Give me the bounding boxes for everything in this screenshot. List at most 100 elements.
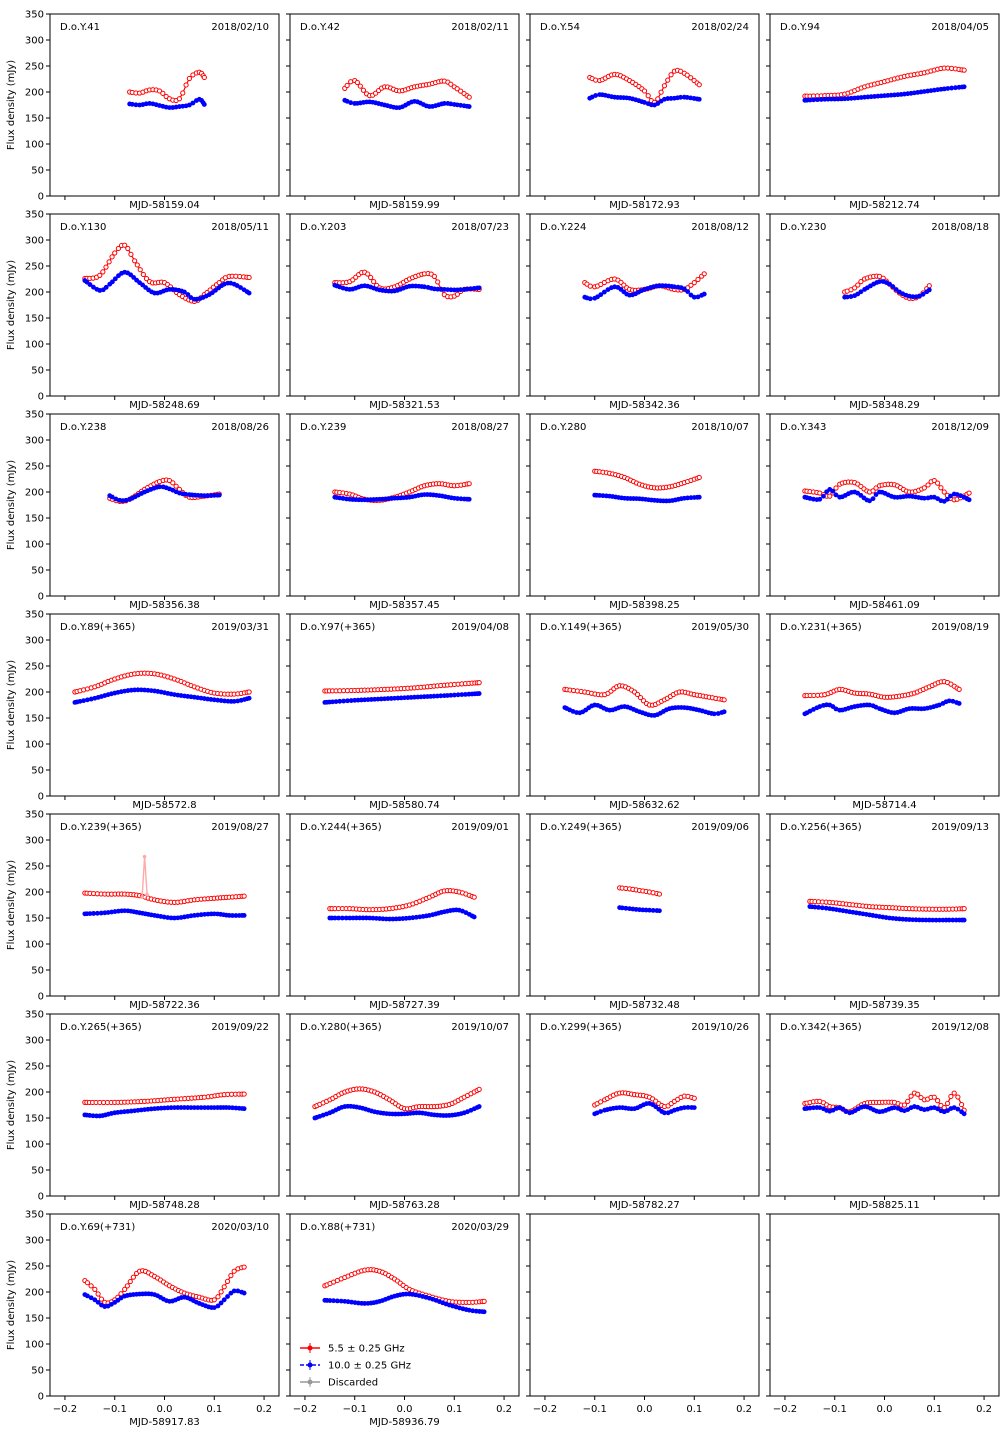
point-low [95,1291,101,1297]
x-axis-label: MJD-58722.36 [129,1000,200,1011]
point-high [191,1105,197,1110]
point-low [122,1286,128,1293]
panel-date-label: 2018/07/23 [451,222,509,233]
point-high [211,1105,217,1110]
point-low [371,279,377,285]
point-high [348,698,354,703]
point-low [870,488,876,494]
point-low [365,271,371,277]
point-high [357,915,363,921]
y-axis-label: Flux density (mJy) [6,260,17,350]
y-tick-label: 250 [25,62,44,73]
y-tick-label: 200 [25,488,44,499]
y-axis-label: Flux density (mJy) [6,1060,17,1150]
panel-2: MJD-58159.99 D.o.Y.42 2018/02/11 [286,13,520,211]
point-high [113,496,119,502]
point-low [641,88,648,94]
point-low [183,82,189,88]
point-low [228,1273,234,1279]
point-low [931,1094,937,1100]
point-low [961,67,967,73]
x-tick-label: −0.2 [773,1404,797,1415]
point-high [892,1105,897,1110]
point-low [466,94,472,100]
point-low [935,480,941,486]
point-high [230,1105,235,1111]
panel-doy-label: D.o.Y.238 [60,422,106,433]
point-high [941,86,947,92]
y-tick-label: 300 [25,836,44,847]
legend-marker [307,1379,313,1385]
panel-10: MJD-58357.45 D.o.Y.239 2018/08/27 [286,413,520,611]
x-tick-label: 0.1 [446,1404,462,1415]
panel-doy-label: D.o.Y.256(+365) [780,822,862,833]
point-high [647,907,652,913]
y-tick-label: 0 [38,792,44,803]
point-high [833,706,839,712]
point-low [100,269,106,275]
point-high [235,1288,241,1294]
point-high [926,917,932,923]
panel-doy-label: D.o.Y.42 [300,22,340,33]
x-axis-label: MJD-58580.74 [369,800,440,811]
y-tick-label: 100 [25,1340,44,1351]
panel-date-label: 2018/08/26 [211,422,269,433]
y-tick-label: 0 [38,1392,44,1403]
point-low [170,480,176,486]
point-low [218,1289,224,1295]
point-high [695,294,701,300]
x-axis-label: MJD-58172.93 [609,200,680,211]
panel-16: MJD-58714.4 D.o.Y.231(+365) 2019/08/19 [766,613,1000,811]
point-high [601,289,607,295]
panel-date-label: 2018/02/10 [211,22,269,33]
point-low [348,79,354,85]
panel-doy-label: D.o.Y.94 [780,22,820,33]
point-low [658,89,664,95]
point-low [926,283,932,289]
x-tick-label: −0.2 [533,1404,557,1415]
point-high [438,693,444,699]
point-high [946,698,952,704]
point-high [211,1305,217,1310]
point-high [721,709,727,715]
point-high [347,915,353,921]
point-low [224,1278,231,1284]
point-high [468,286,473,292]
point-high [129,101,135,107]
point-high [887,281,892,287]
axes-frame [289,213,520,397]
point-low [905,1098,911,1104]
point-high [230,913,235,918]
y-tick-label: 50 [31,366,44,377]
legend-label: Discarded [328,1378,378,1389]
point-high [441,101,447,106]
point-high [463,691,468,697]
point-low [688,282,694,288]
point-high [168,915,174,921]
point-high [363,915,369,921]
point-high [867,498,872,504]
point-high [185,1105,191,1110]
point-high [333,699,339,704]
point-high [833,492,839,498]
y-tick-label: 150 [25,514,44,525]
point-high [816,905,821,910]
point-high [470,1308,476,1314]
point-high [231,698,237,704]
panel-date-label: 2019/12/08 [931,1022,989,1033]
panel-9: 0 50 100 150 200 250 300 350 Flux density (mJy) M… [6,410,280,611]
point-high [685,289,691,295]
point-low [241,893,247,899]
point-high [678,94,684,100]
x-tick-label: 0.1 [686,1404,702,1415]
panel-20: MJD-58739.35 D.o.Y.256(+365) 2019/09/13 [766,813,1000,1011]
point-high [598,1109,604,1114]
x-axis-label: MJD-58159.04 [129,200,200,211]
x-axis-label: MJD-58461.09 [849,600,920,611]
y-tick-label: 350 [25,10,44,21]
panel-date-label: 2019/04/08 [451,622,509,633]
point-high [241,913,247,918]
point-low [357,83,363,89]
point-high [946,917,952,923]
point-high [598,292,604,298]
